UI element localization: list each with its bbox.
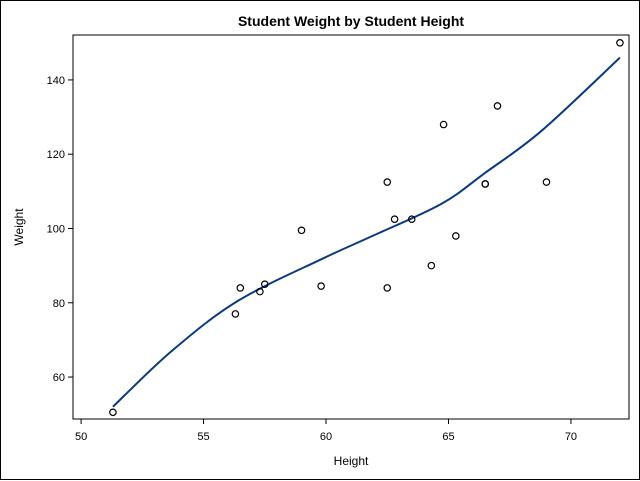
- data-point: [407, 215, 416, 224]
- data-point: [390, 215, 399, 224]
- x-tick-label: 65: [442, 431, 454, 443]
- x-tick-label: 70: [565, 431, 577, 443]
- y-tick-label: 60: [53, 372, 65, 384]
- data-point: [481, 180, 490, 188]
- data-point: [542, 178, 551, 186]
- y-tick-label: 100: [47, 223, 65, 235]
- y-axis-label: Weight: [12, 208, 26, 246]
- y-tick-label: 140: [47, 75, 65, 87]
- y-tick-label: 120: [47, 149, 65, 161]
- x-tick-label: 60: [320, 431, 332, 443]
- data-point: [231, 310, 240, 318]
- y-tick-label: 80: [53, 298, 65, 310]
- data-point: [493, 102, 502, 110]
- data-point: [383, 284, 392, 292]
- data-point: [256, 287, 264, 296]
- data-point: [616, 38, 624, 47]
- x-tick-label: 50: [75, 431, 87, 443]
- data-point: [236, 284, 245, 292]
- data-point: [452, 232, 460, 240]
- data-point: [317, 282, 325, 290]
- data-point: [383, 178, 392, 186]
- data-point: [427, 261, 436, 270]
- x-axis-label: Height: [334, 454, 369, 468]
- fit-curve: [112, 56, 621, 408]
- data-point: [260, 280, 269, 288]
- chart-title: Student Weight by Student Height: [238, 13, 464, 29]
- x-tick-label: 55: [197, 431, 209, 443]
- data-point: [439, 120, 448, 129]
- plot-frame: [72, 34, 630, 420]
- data-point: [297, 226, 306, 235]
- data-point: [109, 408, 117, 417]
